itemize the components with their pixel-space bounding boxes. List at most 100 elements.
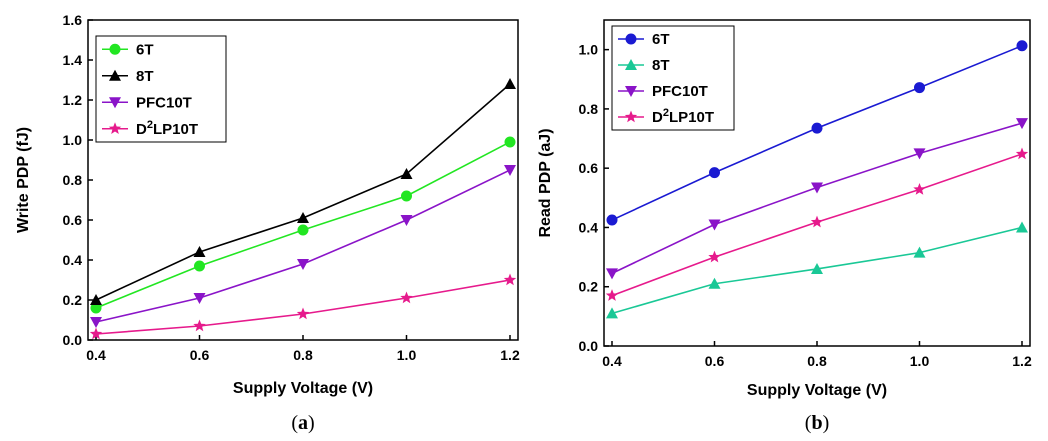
- legend-marker: [625, 59, 637, 70]
- legend-label-sup: 2: [147, 119, 153, 131]
- data-point: [89, 327, 103, 340]
- panel-label-letter: b: [811, 412, 822, 434]
- data-point: [193, 293, 206, 304]
- data-point: [504, 136, 516, 148]
- data-point: [90, 294, 102, 305]
- y-tick-label: 1.0: [579, 42, 599, 58]
- legend-marker: [625, 86, 637, 97]
- x-tick-label: 0.6: [705, 353, 725, 369]
- x-tick-label: 1.0: [397, 347, 417, 363]
- y-tick-label: 0.6: [63, 212, 83, 228]
- legend-label-main: PFC10T: [652, 83, 708, 100]
- data-point: [913, 148, 926, 160]
- data-point: [708, 219, 721, 231]
- panel-label: (a): [291, 412, 314, 434]
- legend-label-rest: LP10T: [153, 121, 198, 138]
- legend-label-main: D: [136, 121, 147, 138]
- y-tick-label: 1.2: [63, 92, 83, 108]
- y-tick-label: 0.6: [579, 160, 599, 176]
- y-tick-label: 0.8: [63, 172, 83, 188]
- y-tick-label: 0.4: [63, 252, 83, 268]
- data-point: [503, 273, 517, 286]
- series-line: [95, 169, 511, 323]
- panel-label-close: ): [308, 412, 315, 434]
- legend-marker: [625, 33, 637, 45]
- legend: 6T 8T PFC10T D2LP10T: [95, 35, 227, 143]
- panel-label-open: (: [291, 412, 298, 434]
- data-point: [297, 259, 309, 270]
- legend: 6T 8T PFC10T D2LP10T: [611, 25, 735, 131]
- series-6T: [606, 40, 1028, 226]
- legend-label-sup: 2: [663, 107, 669, 119]
- y-axis-label: Write PDP (fJ): [15, 127, 32, 233]
- legend-label: D2LP10T: [652, 107, 714, 126]
- x-tick-label: 0.4: [602, 353, 622, 369]
- y-tick-label: 1.6: [63, 12, 83, 28]
- data-point: [708, 277, 721, 289]
- data-point: [605, 289, 619, 301]
- data-point: [606, 268, 618, 280]
- data-point: [1016, 221, 1028, 233]
- x-axis-label: Supply Voltage (V): [747, 382, 887, 399]
- legend-marker: [109, 43, 121, 55]
- legend-marker: [109, 97, 121, 109]
- chart-panel-b: 0.4 0.6 0.8 1.0 1.2 0.0 0.2 0.4 0.6 0.8 1.0 Supply …: [537, 19, 1032, 434]
- series-D2LP10T: [89, 273, 517, 340]
- data-point: [811, 182, 823, 194]
- data-point: [811, 122, 823, 134]
- x-tick-label: 0.8: [293, 347, 313, 363]
- x-axis-label: Supply Voltage (V): [233, 380, 373, 397]
- legend-label: 8T: [652, 57, 670, 74]
- series-PFC10T: [606, 118, 1028, 280]
- y-tick-label: 1.0: [63, 132, 83, 148]
- data-point: [810, 215, 824, 228]
- legend-label-main: 6T: [652, 31, 670, 48]
- panel-label: (b): [805, 412, 829, 434]
- y-tick-label: 0.0: [63, 332, 83, 348]
- data-point: [709, 167, 720, 179]
- x-tick-label: 1.2: [1012, 353, 1032, 369]
- y-tick-label: 0.2: [63, 292, 83, 308]
- series-line: [611, 122, 1023, 275]
- legend-marker: [624, 110, 638, 123]
- legend-label: PFC10T: [136, 94, 192, 111]
- y-tick-label: 0.4: [579, 219, 599, 235]
- legend-label-main: PFC10T: [136, 94, 192, 111]
- x-tick-label: 1.2: [500, 347, 520, 363]
- data-point: [1016, 118, 1028, 130]
- panel-label-close: ): [823, 412, 830, 434]
- legend-label: 8T: [136, 68, 154, 85]
- data-point: [193, 246, 206, 257]
- legend-label: 6T: [652, 31, 670, 48]
- data-point: [606, 214, 618, 226]
- data-point: [297, 224, 309, 236]
- data-point: [504, 165, 516, 176]
- data-point: [90, 317, 102, 328]
- legend-label: PFC10T: [652, 83, 708, 100]
- panel-label-open: (: [805, 412, 812, 434]
- data-point: [914, 82, 925, 94]
- y-tick-label: 0.0: [579, 338, 599, 354]
- data-point: [296, 307, 310, 320]
- chart-panel-a: 0.4 0.6 0.8 1.0 1.2 0.0 0.2 0.4 0.6 0.8 1.0 1.2 1.4 1…: [15, 12, 520, 434]
- legend-label-main: 8T: [136, 68, 154, 85]
- y-tick-label: 0.2: [579, 279, 599, 295]
- data-point: [194, 260, 205, 272]
- series-D2LP10T: [605, 147, 1029, 301]
- x-tick-label: 0.4: [86, 347, 106, 363]
- legend-label: D2LP10T: [136, 119, 198, 138]
- panel-label-letter: a: [298, 412, 308, 434]
- data-point: [400, 291, 413, 304]
- legend-label-rest: LP10T: [669, 109, 714, 126]
- y-tick-label: 1.4: [63, 52, 83, 68]
- x-tick-label: 0.8: [807, 353, 827, 369]
- data-point: [193, 319, 206, 332]
- y-axis-label: Read PDP (aJ): [537, 128, 554, 237]
- series-PFC10T: [90, 165, 516, 328]
- series-8T: [606, 221, 1028, 319]
- series-8T: [90, 78, 516, 305]
- data-point: [400, 168, 413, 179]
- data-point: [811, 262, 823, 274]
- legend-label: 6T: [136, 41, 154, 58]
